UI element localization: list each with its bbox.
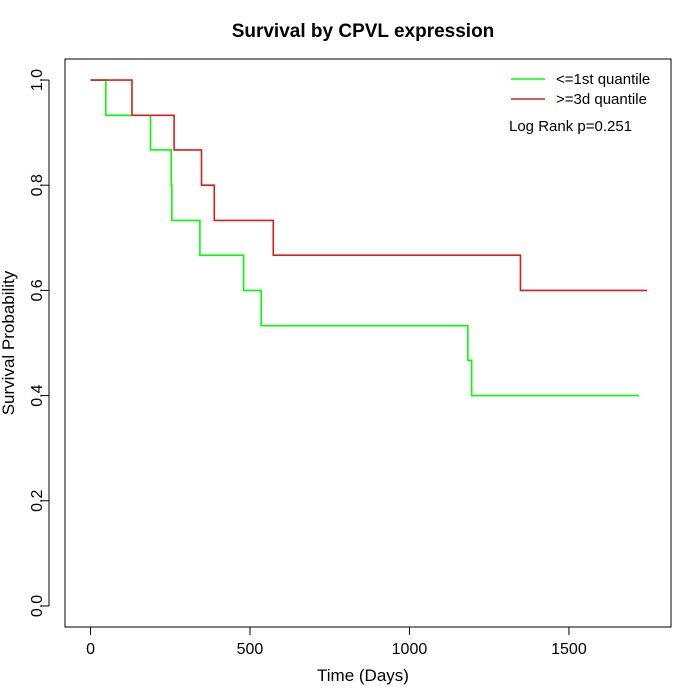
y-tick-label: 1.0 [29,69,46,91]
x-tick-label: 500 [237,641,264,658]
series-line-1 [90,79,640,397]
axes: 0 500 1000 1500 0.0 0.2 0.4 0.6 0.8 1.0 [29,69,587,658]
series-layer [90,79,648,397]
legend-label-2: >=3d quantile [556,91,647,108]
x-tick-label: 0 [86,641,95,658]
log-rank-annotation: Log Rank p=0.251 [509,118,632,135]
y-tick-label: 0.6 [29,279,46,301]
series-line-2 [90,79,648,292]
y-tick-label: 0.0 [29,595,46,617]
plot-frame [64,58,672,628]
chart-title: Survival by CPVL expression [232,21,495,42]
legend-label-1: <=1st quantile [556,71,650,88]
y-tick-label: 0.2 [29,490,46,512]
x-axis-label: Time (Days) [317,666,409,685]
y-tick-label: 0.4 [29,384,46,406]
x-tick-label: 1000 [392,641,428,658]
y-axis-label: Survival Probability [0,270,18,415]
x-tick-label: 1500 [551,641,587,658]
y-tick-label: 0.8 [29,174,46,196]
legend: <=1st quantile >=3d quantile [511,71,650,108]
